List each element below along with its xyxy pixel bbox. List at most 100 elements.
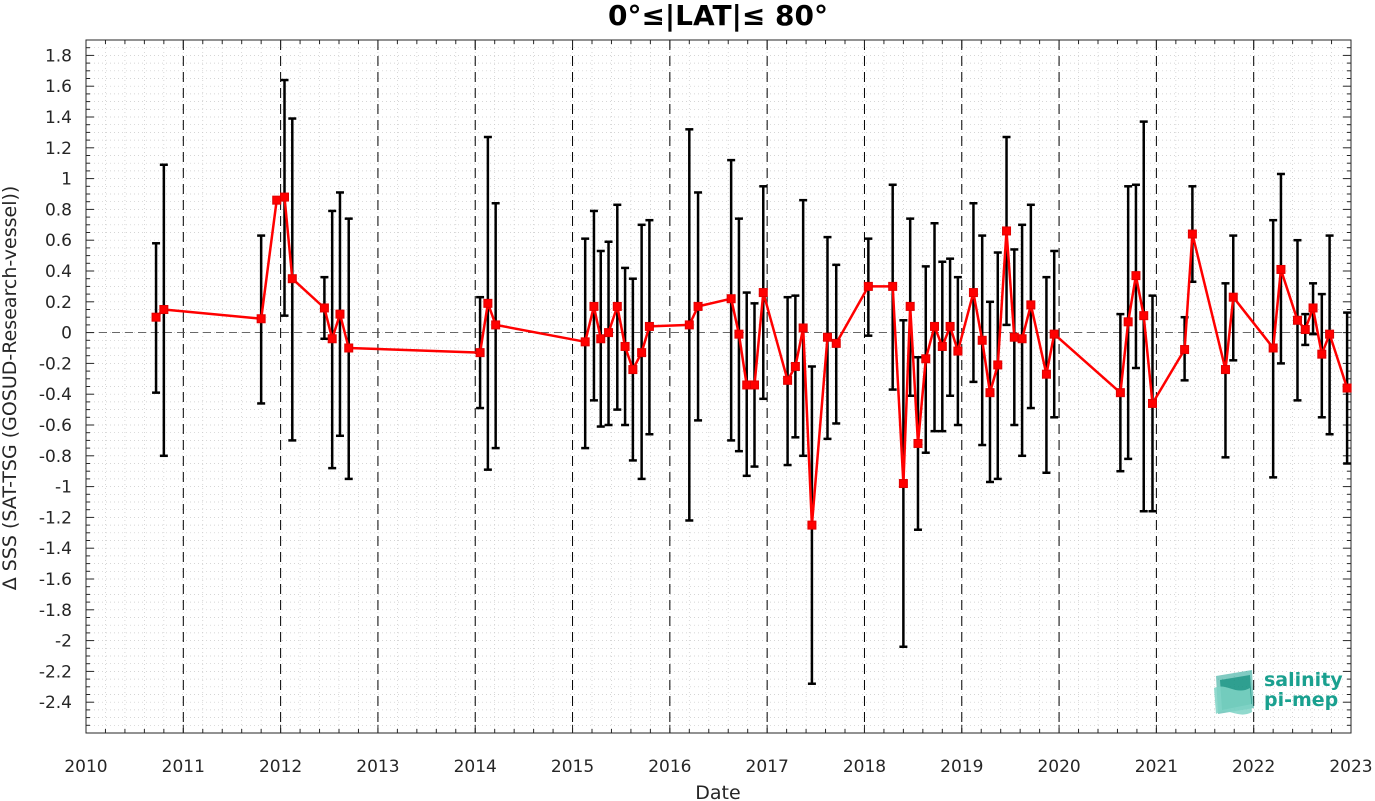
data-marker	[1268, 343, 1278, 353]
data-marker	[612, 301, 622, 311]
y-tick-label: 0.6	[45, 231, 72, 251]
data-marker	[783, 375, 793, 385]
y-tick-label: -0.8	[39, 447, 72, 467]
x-tick-label: 2021	[1135, 757, 1178, 777]
data-marker	[287, 274, 297, 284]
x-tick-label: 2017	[746, 757, 789, 777]
data-marker	[620, 341, 630, 351]
data-marker	[1187, 229, 1197, 239]
data-marker	[1180, 345, 1190, 355]
data-marker	[604, 328, 614, 338]
data-marker	[1002, 226, 1012, 236]
data-marker	[968, 288, 978, 298]
y-tick-label: 0	[61, 324, 72, 344]
data-markers	[151, 192, 1352, 530]
data-marker	[1325, 329, 1335, 339]
data-marker	[644, 321, 654, 331]
y-tick-label: 1	[61, 170, 72, 190]
data-marker	[1115, 388, 1125, 398]
data-marker	[1131, 271, 1141, 281]
y-tick-label: 1.6	[45, 77, 72, 97]
logo-wave-icon	[1214, 670, 1254, 715]
data-marker	[1147, 398, 1157, 408]
y-tick-label: -0.6	[39, 416, 72, 436]
chart-title: 0°≤|LAT|≤ 80°	[608, 0, 828, 32]
data-marker	[596, 334, 606, 344]
data-marker	[750, 380, 760, 390]
data-marker	[684, 320, 694, 330]
data-marker	[726, 294, 736, 304]
y-tick-label: -1.2	[39, 508, 72, 528]
x-tick-label: 2019	[940, 757, 983, 777]
y-tick-label: -2.2	[39, 662, 72, 682]
x-tick-label: 2022	[1232, 757, 1275, 777]
data-marker	[734, 329, 744, 339]
x-tick-label: 2013	[356, 757, 399, 777]
axis-ticks	[85, 39, 1352, 734]
data-marker	[898, 479, 908, 489]
y-tick-label: -2	[55, 632, 72, 652]
data-marker	[1342, 383, 1352, 393]
data-marker	[628, 365, 638, 375]
y-tick-label: 1.2	[45, 139, 72, 159]
data-marker	[280, 192, 290, 202]
data-marker	[319, 303, 329, 313]
x-tick-label: 2010	[64, 757, 107, 777]
y-axis-title: Δ SSS (SAT-TSG (GOSUD-Research-vessel))	[0, 186, 21, 591]
logo-text-salinity: salinity	[1264, 669, 1343, 691]
data-marker	[1123, 317, 1133, 327]
data-marker	[905, 301, 915, 311]
data-marker	[937, 341, 947, 351]
logo-text-pi-mep: pi-mep	[1264, 689, 1338, 711]
y-tick-label: 0.4	[45, 262, 72, 282]
data-marker	[344, 343, 354, 353]
minor-grid	[85, 39, 1352, 734]
data-marker	[953, 346, 963, 356]
data-marker	[693, 301, 703, 311]
y-tick-label: 1.8	[45, 46, 72, 66]
y-tick-label: -2.4	[39, 693, 72, 713]
y-tick-label: -1.4	[39, 539, 72, 559]
x-tick-labels: 2010 2011 2012 2013 2014 2015 2016 2017 2018 2019…	[64, 757, 1372, 777]
x-tick-label: 2023	[1329, 757, 1372, 777]
data-marker	[863, 281, 873, 291]
x-axis-title: Date	[695, 782, 740, 801]
data-marker	[159, 305, 169, 314]
data-marker	[798, 323, 808, 333]
data-marker	[491, 320, 501, 330]
x-tick-label: 2011	[162, 757, 205, 777]
data-marker	[807, 520, 817, 530]
y-tick-label: 1.4	[45, 108, 72, 128]
data-marker	[475, 348, 485, 358]
data-marker	[790, 361, 800, 371]
data-marker	[831, 338, 841, 348]
y-tick-label: -1	[55, 478, 72, 498]
x-tick-label: 2012	[259, 757, 302, 777]
y-tick-label: 0.2	[45, 293, 72, 313]
data-marker	[1139, 311, 1149, 321]
y-tick-label: 0.8	[45, 200, 72, 220]
data-marker	[272, 195, 282, 205]
data-marker	[1017, 334, 1027, 344]
y-tick-label: -1.6	[39, 570, 72, 590]
data-marker	[945, 321, 955, 331]
data-marker	[327, 334, 337, 344]
data-marker	[742, 380, 752, 390]
data-marker	[888, 281, 898, 291]
data-marker	[589, 301, 599, 311]
y-tick-labels: -2.4 -2.2 -2 -1.8 -1.6 -1.4 -1.2 -1 -0.8 -0.6 -0.4…	[39, 46, 72, 713]
data-marker	[758, 288, 768, 298]
data-marker	[913, 438, 923, 448]
data-marker	[1220, 365, 1230, 375]
data-marker	[1049, 329, 1059, 339]
data-marker	[1276, 264, 1286, 274]
data-marker	[1228, 292, 1238, 302]
data-marker	[637, 348, 647, 358]
data-marker	[256, 314, 266, 324]
data-marker	[1292, 315, 1302, 325]
major-grid	[182, 40, 1255, 733]
data-marker	[977, 335, 987, 345]
data-marker	[930, 321, 940, 331]
